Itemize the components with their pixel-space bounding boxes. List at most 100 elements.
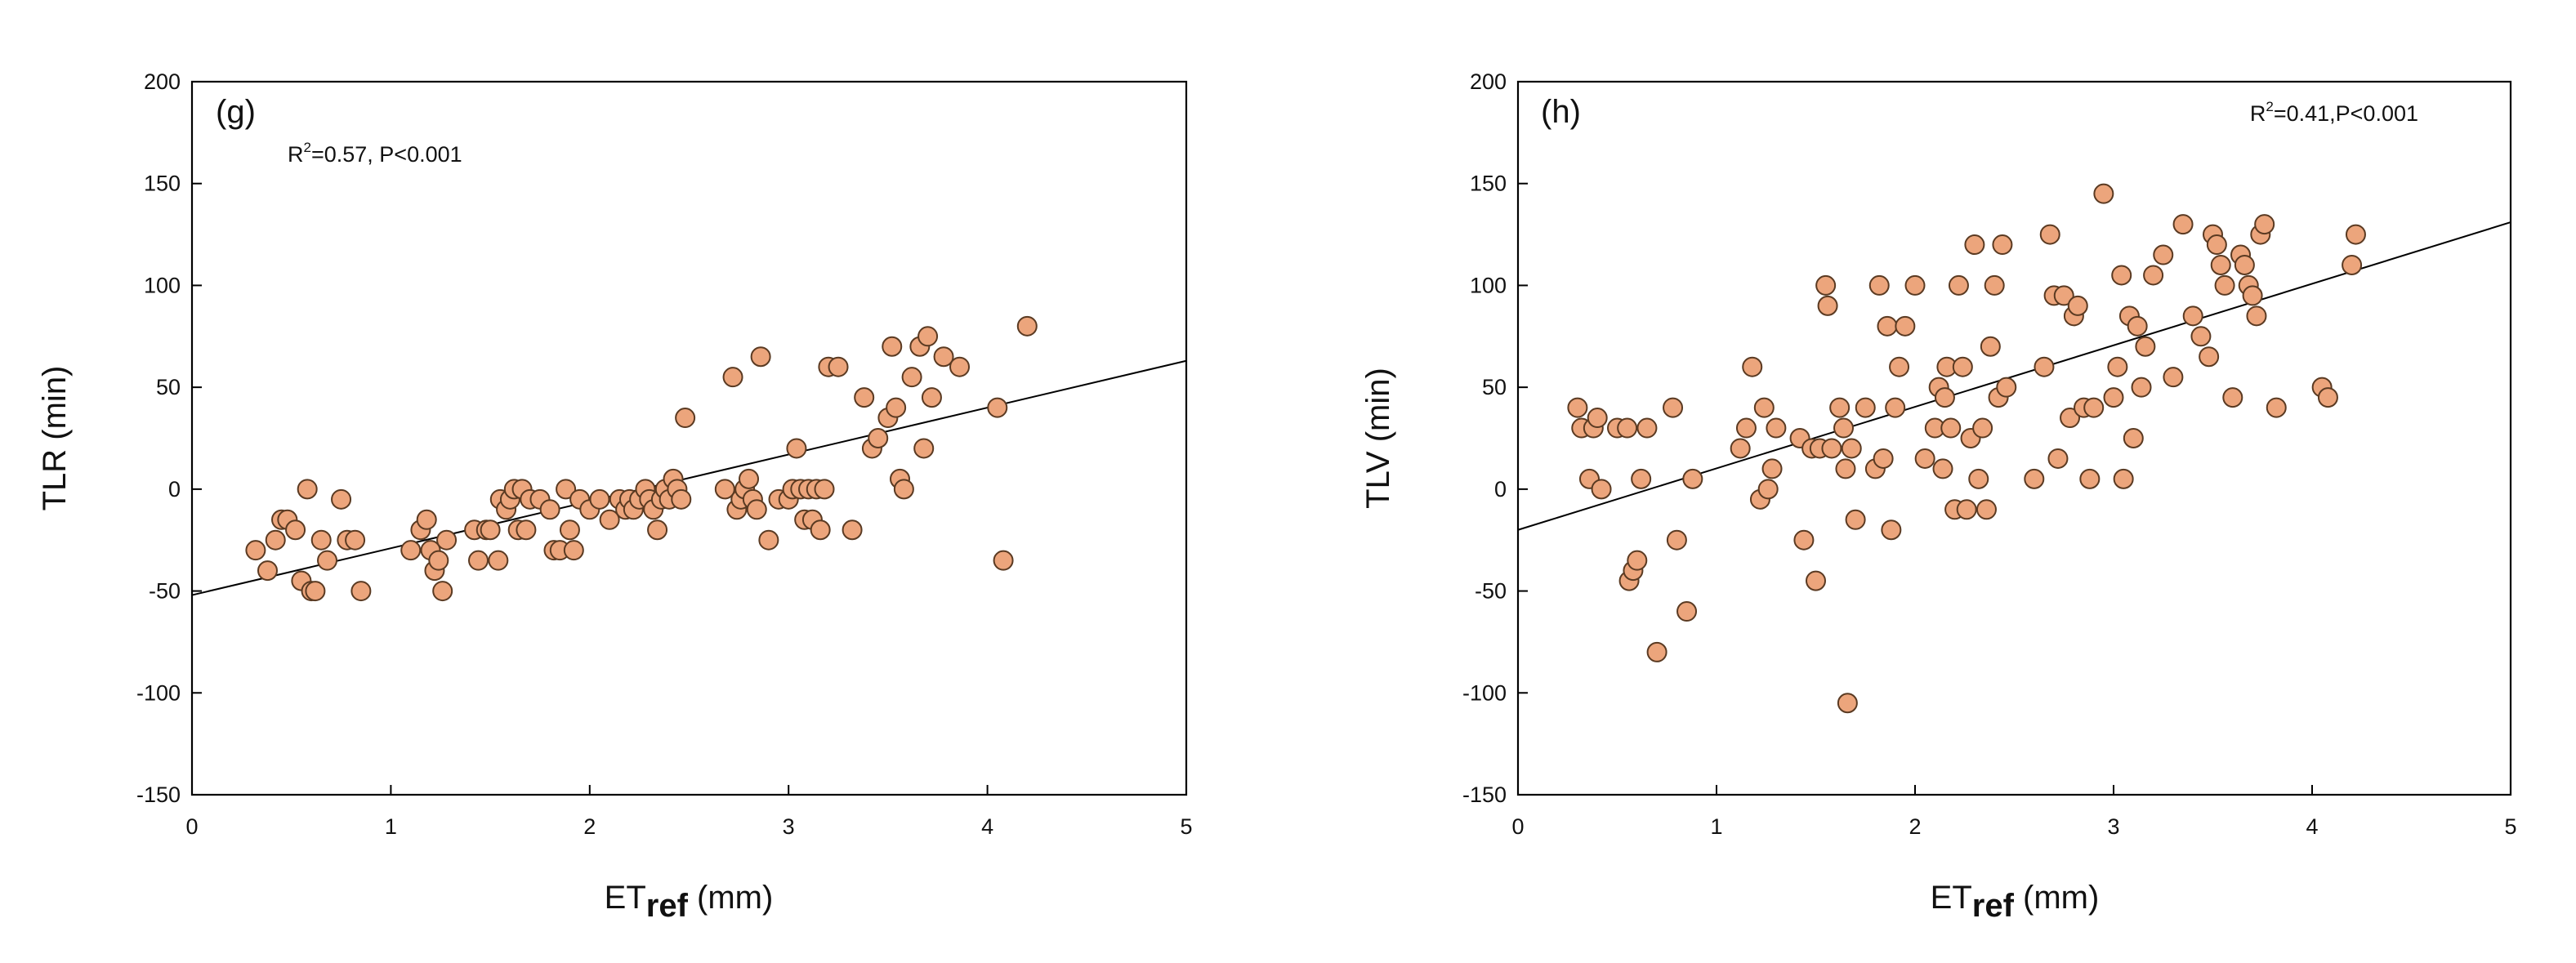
annotation-stats: =0.41,P<0.001 <box>2274 101 2418 126</box>
data-point <box>2246 305 2267 327</box>
data-point <box>2266 397 2287 418</box>
data-point <box>1873 448 1894 469</box>
data-point <box>882 336 903 357</box>
data-point <box>893 479 914 500</box>
panel-label: (h) <box>1541 94 1581 130</box>
data-point <box>886 397 907 418</box>
data-point <box>1841 438 1862 459</box>
data-point <box>1984 274 2005 296</box>
x-axis-title-subscript: ref <box>646 888 689 924</box>
data-point <box>750 346 771 368</box>
data-point <box>714 479 735 500</box>
data-point <box>2153 244 2174 265</box>
x-tick-label: 5 <box>1180 814 1192 839</box>
data-point <box>331 488 352 510</box>
data-point <box>675 408 696 429</box>
data-point <box>400 540 422 561</box>
data-point <box>949 356 971 377</box>
x-axis-title-unit: (mm) <box>688 880 773 916</box>
x-axis-title: ETref (mm) <box>1931 880 2100 924</box>
x-tick-label: 1 <box>1710 814 1722 839</box>
data-point <box>1992 234 2013 256</box>
data-point <box>2242 285 2263 306</box>
data-point <box>2214 274 2235 296</box>
data-point <box>2131 377 2152 398</box>
data-point <box>933 346 954 368</box>
y-tick-label: 100 <box>1470 273 1507 297</box>
data-point <box>1952 356 1973 377</box>
annotation-superscript: 2 <box>2266 99 2273 114</box>
data-point <box>1636 417 1658 439</box>
data-point <box>2135 336 2156 357</box>
data-point <box>2190 326 2212 347</box>
y-tick-label: -50 <box>149 579 181 604</box>
x-axis-title-main: ET <box>1931 880 1972 916</box>
data-point <box>1996 377 2017 398</box>
data-point <box>1663 397 1684 418</box>
data-point <box>1885 397 1906 418</box>
data-point <box>599 509 620 530</box>
data-point <box>1833 417 1855 439</box>
data-point <box>868 428 889 448</box>
data-point <box>2143 265 2164 286</box>
data-point <box>1829 397 1851 418</box>
data-point <box>2067 295 2088 316</box>
data-point <box>1646 641 1667 662</box>
data-point <box>305 581 326 602</box>
data-point <box>317 550 338 571</box>
y-tick-label: 100 <box>144 273 181 297</box>
data-point <box>1940 417 1962 439</box>
data-point <box>2163 367 2184 388</box>
x-tick-label: 2 <box>583 814 596 839</box>
data-point <box>739 468 760 489</box>
data-point <box>1591 479 1612 500</box>
data-point <box>1980 336 2001 357</box>
y-tick-label: 0 <box>168 477 181 502</box>
data-point <box>1817 295 1838 316</box>
plot-frame <box>190 80 1188 796</box>
y-tick-label: 50 <box>156 375 181 399</box>
data-point <box>1676 601 1698 622</box>
data-point <box>1793 529 1815 551</box>
data-point <box>913 438 935 459</box>
data-point <box>1016 315 1038 337</box>
y-tick-label: 0 <box>1494 477 1507 502</box>
data-point <box>814 479 835 500</box>
data-point <box>2103 387 2124 408</box>
regression-line <box>191 359 1187 596</box>
data-point <box>1914 448 1935 469</box>
data-point <box>2047 448 2069 469</box>
y-tick-label: -50 <box>1475 579 1507 604</box>
annotation-superscript: 2 <box>304 140 311 155</box>
data-point <box>1904 274 1926 296</box>
data-point <box>671 488 692 510</box>
x-tick-label: 3 <box>783 814 795 839</box>
y-axis-title: TLV (min) <box>1360 368 1396 509</box>
x-tick-label: 5 <box>2504 814 2516 839</box>
data-point <box>2234 254 2255 275</box>
data-point <box>1821 438 1842 459</box>
data-point <box>245 540 266 561</box>
annotation-stats: =0.57, P<0.001 <box>311 142 462 167</box>
data-point <box>1877 315 1898 337</box>
data-point <box>1682 468 1703 489</box>
x-tick-label: 4 <box>981 814 993 839</box>
r-squared-annotation: R2=0.57, P<0.001 <box>288 140 462 167</box>
panel-label: (g) <box>216 94 256 130</box>
y-tick-label: 150 <box>144 172 181 196</box>
data-point <box>350 581 372 602</box>
data-point <box>2107 356 2128 377</box>
plot-frame <box>1516 80 2512 796</box>
data-point <box>901 367 922 388</box>
data-point <box>285 519 306 541</box>
x-tick-label: 4 <box>2306 814 2318 839</box>
data-point <box>1932 458 1953 479</box>
data-point <box>1617 417 1638 439</box>
data-point <box>1964 234 1985 256</box>
data-point <box>467 550 489 571</box>
y-axis-title: TLR (min) <box>37 366 73 511</box>
data-point <box>993 550 1014 571</box>
data-point <box>2024 468 2045 489</box>
